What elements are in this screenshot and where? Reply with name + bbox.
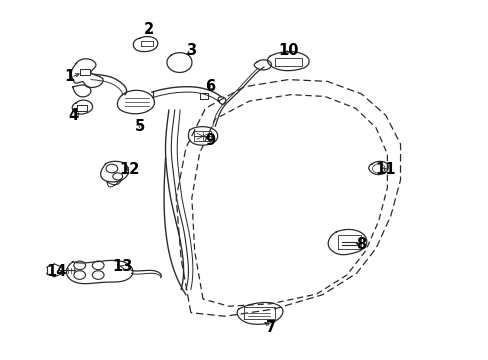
Text: 12: 12 (120, 162, 140, 177)
Text: 6: 6 (205, 79, 215, 94)
Text: 7: 7 (265, 320, 276, 335)
Text: 2: 2 (144, 22, 154, 37)
Text: 4: 4 (69, 108, 79, 123)
Text: 3: 3 (185, 44, 196, 58)
Text: 1: 1 (64, 68, 74, 84)
Text: 13: 13 (112, 258, 133, 274)
Text: 10: 10 (278, 44, 298, 58)
Text: 5: 5 (134, 119, 144, 134)
Text: 14: 14 (46, 264, 67, 279)
Text: 11: 11 (375, 162, 395, 177)
Text: 9: 9 (205, 133, 215, 148)
Text: 8: 8 (356, 237, 366, 252)
